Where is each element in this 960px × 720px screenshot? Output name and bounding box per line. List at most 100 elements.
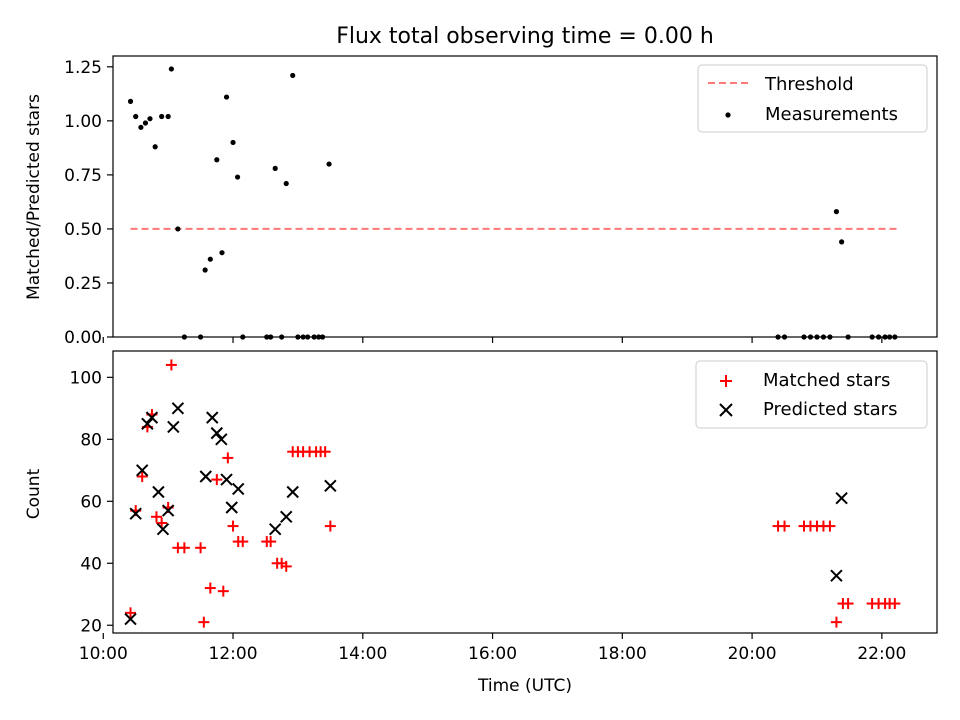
measurement-point [138,124,144,130]
matched-star-point [136,471,148,483]
measurement-point [326,161,332,167]
count-y-axis-label: Count [24,468,44,519]
y-tick-label: 60 [80,492,102,512]
measurement-point [833,209,840,215]
y-tick-label: 0.25 [64,274,102,294]
measurement-point [207,256,213,262]
matched-star-point [280,560,292,572]
count-legend: Matched stars Predicted stars [695,360,928,429]
measurement-point [219,250,225,256]
matched-star-point [319,446,331,458]
measurement-point [152,144,158,150]
matched-star-point [227,520,239,532]
predicted-star-point [280,510,293,523]
y-tick-label: 100 [70,368,102,388]
matched-star-point [198,616,210,628]
y-tick-label: 40 [80,554,102,574]
matched-legend-swatch [720,375,732,387]
matched-star-point [178,542,190,554]
y-tick-label: 80 [80,430,102,450]
count-panel: Count Time (UTC) 20 40 60 80 100 10:00 12:00 14… [24,350,938,696]
predicted-star-point [225,501,238,514]
matched-legend-label: Matched stars [763,370,890,391]
predicted-star-point [124,612,137,626]
predicted-star-point [210,426,224,440]
y-tick-label: 20 [80,616,102,636]
measurement-point [147,116,153,122]
predicted-star-point [199,470,212,483]
count-axes-frame [112,350,938,634]
matched-star-point [824,520,836,532]
matched-star-point [211,474,223,486]
predicted-star-point [232,482,245,496]
measurement-point [839,239,845,245]
measurements-legend-label: Measurements [765,104,898,125]
predicted-star-point [830,569,843,582]
measurement-point [133,113,139,120]
predicted-star-point [141,417,154,431]
matched-star-point [889,598,901,610]
predicted-star-point [156,522,170,536]
predicted-star-point [286,485,299,499]
measurement-point [159,113,165,120]
y-tick-label: 0.75 [64,166,102,186]
x-tick-label: 22:00 [857,644,906,664]
predicted-star-point [161,504,175,517]
ratio-ticks: 0.00 0.25 0.50 0.75 1.00 1.25 [64,58,883,348]
measurement-point [290,72,296,79]
matched-star-point [150,511,162,523]
matched-star-point [195,542,207,554]
x-tick-label: 10:00 [79,644,128,664]
measurement-point [165,113,171,120]
count-points [124,359,901,628]
predicted-star-point [206,411,219,424]
predicted-legend-label: Predicted stars [763,399,897,420]
y-tick-label: 1.00 [64,112,102,132]
predicted-star-point [835,491,848,505]
matched-star-point [222,452,234,464]
matched-star-point [217,585,229,597]
measurement-point [214,157,220,163]
count-ticks: 20 40 60 80 100 10:00 12:00 14:00 16:00 18:00 20:0… [70,368,907,664]
y-tick-label: 0.00 [64,328,102,348]
matched-star-point [237,536,249,548]
measurement-point [234,174,241,180]
matched-star-point [204,582,216,594]
x-tick-label: 20:00 [728,644,777,664]
matched-star-point [165,359,177,371]
predicted-star-point [171,402,185,415]
measurement-point [223,94,230,100]
predicted-star-point [167,420,180,434]
predicted-legend-swatch [719,403,733,417]
predicted-star-point [152,485,165,499]
ratio-panel: Matched/Predicted stars 0.00 0.25 0.50 0.75… [24,55,938,348]
predicted-star-point [215,433,228,446]
x-tick-label: 16:00 [468,644,517,664]
measurement-point [283,180,289,187]
measurement-point [142,120,149,126]
x-tick-label: 12:00 [209,644,258,664]
x-tick-label: 14:00 [338,644,387,664]
matched-star-point [830,616,842,628]
measurement-point [272,165,278,171]
ratio-axes-frame [112,55,938,338]
measurement-point [127,98,134,104]
predicted-star-point [145,411,159,424]
matched-star-point [779,520,791,532]
predicted-star-point [220,473,233,486]
predicted-star-point [135,464,149,477]
predicted-star-point [129,507,142,520]
measurement-point [168,66,174,72]
count-legend-box [695,360,928,429]
ratio-legend-box [697,64,928,133]
threshold-legend-label: Threshold [764,74,854,95]
matched-star-point [265,536,277,548]
x-tick-label: 18:00 [598,644,647,664]
measurement-point [202,267,208,273]
y-tick-label: 1.25 [64,58,102,78]
count-x-axis-label: Time (UTC) [477,676,572,696]
y-tick-label: 0.50 [64,220,102,240]
matched-star-point [125,607,137,619]
measurement-point [230,139,236,146]
